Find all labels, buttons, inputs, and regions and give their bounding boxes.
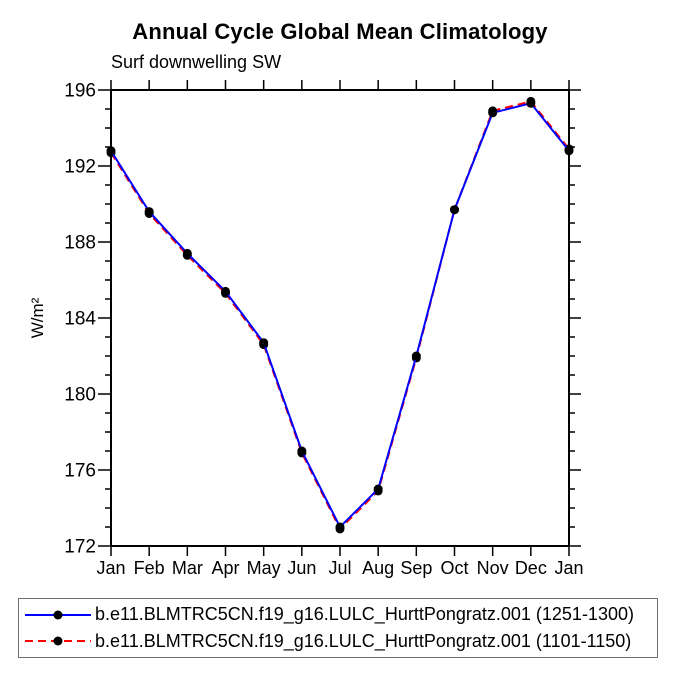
x-tick-label: Jan xyxy=(554,558,583,578)
data-point-marker xyxy=(335,522,345,532)
data-point-marker xyxy=(564,146,574,156)
data-point-marker xyxy=(450,205,459,215)
legend-marker-icon xyxy=(53,610,63,620)
legend-item: b.e11.BLMTRC5CN.f19_g16.LULC_HurttPongra… xyxy=(23,629,653,654)
x-tick-label: Nov xyxy=(477,558,509,578)
axis-tick-labels: 172 176 180 184 188 192 196 Jan Feb Mar Apr May Jun J… xyxy=(64,81,583,579)
x-tick-label: Oct xyxy=(440,558,468,578)
legend-marker-icon xyxy=(53,636,63,646)
data-point-marker xyxy=(221,286,230,296)
x-tick-label: Sep xyxy=(400,558,432,578)
axis-ticks xyxy=(98,80,581,556)
x-tick-label: Feb xyxy=(134,558,165,578)
chart-title: Annual Cycle Global Mean Climatology xyxy=(132,19,548,44)
x-tick-label: May xyxy=(247,558,281,578)
legend-item: b.e11.BLMTRC5CN.f19_g16.LULC_HurttPongra… xyxy=(23,602,653,627)
x-tick-label: Apr xyxy=(211,558,239,578)
data-point-marker xyxy=(106,146,116,156)
x-tick-label: Jun xyxy=(287,558,316,578)
y-tick-label: 188 xyxy=(64,233,96,254)
y-tick-label: 192 xyxy=(64,157,96,178)
data-point-marker xyxy=(488,108,498,118)
y-tick-label: 184 xyxy=(64,309,96,330)
series-dashed xyxy=(106,96,574,534)
y-tick-label: 172 xyxy=(64,537,96,558)
legend: b.e11.BLMTRC5CN.f19_g16.LULC_HurttPongra… xyxy=(18,598,658,658)
data-point-marker xyxy=(297,446,307,456)
data-point-marker xyxy=(373,484,383,494)
legend-line-sample-solid xyxy=(25,610,91,620)
legend-label: b.e11.BLMTRC5CN.f19_g16.LULC_HurttPongra… xyxy=(95,604,634,625)
chart-subtitle: Surf downwelling SW xyxy=(111,52,282,72)
data-point-marker xyxy=(526,98,536,108)
y-tick-label: 180 xyxy=(64,385,96,406)
plot-svg: 172 176 180 184 188 192 196 Jan Feb Mar Apr May Jun J… xyxy=(64,80,584,579)
y-tick-label: 196 xyxy=(64,81,96,102)
data-point-marker xyxy=(259,338,269,348)
x-tick-label: Mar xyxy=(172,558,203,578)
y-tick-label: 176 xyxy=(64,461,96,482)
x-tick-label: Jul xyxy=(328,558,351,578)
data-point-marker xyxy=(144,207,154,217)
data-point-marker xyxy=(411,351,421,361)
legend-line-sample-dashed xyxy=(25,636,91,646)
legend-label: b.e11.BLMTRC5CN.f19_g16.LULC_HurttPongra… xyxy=(95,630,632,651)
plot-frame xyxy=(110,89,570,547)
x-tick-label: Jan xyxy=(96,558,125,578)
x-tick-label: Aug xyxy=(362,558,394,578)
series-solid xyxy=(106,98,574,532)
x-tick-label: Dec xyxy=(515,558,547,578)
data-point-marker xyxy=(182,248,192,258)
